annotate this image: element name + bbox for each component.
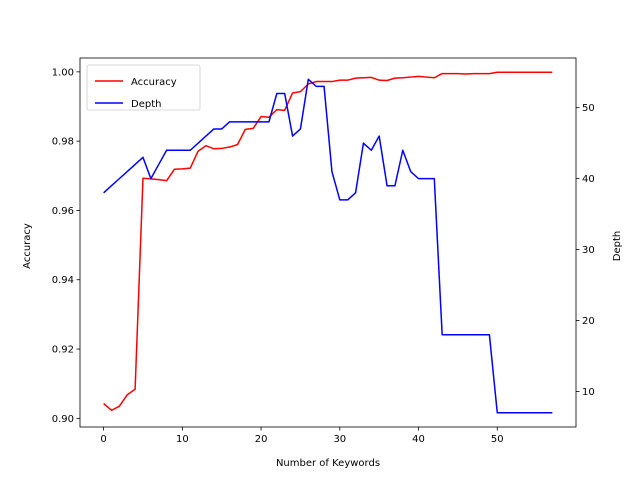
legend-label: Depth xyxy=(131,99,161,110)
series-line-depth xyxy=(103,78,553,414)
x-axis-label: Number of Keywords xyxy=(276,458,380,469)
plot-area xyxy=(79,57,577,428)
plot-frame xyxy=(79,57,577,428)
y-tick-label: 0.98 xyxy=(52,137,74,148)
x-axis: 0 10 20 30 40 50 xyxy=(100,427,504,445)
y-axis-left: 0.90 0.92 0.94 0.96 0.98 1.00 xyxy=(52,67,80,425)
y-axis-right: 10 20 30 40 50 xyxy=(576,103,595,398)
x-tick-label: 50 xyxy=(491,434,504,445)
x-tick-label: 40 xyxy=(412,434,425,445)
y-tick-label: 0.90 xyxy=(52,414,74,425)
x-tick-label: 10 xyxy=(176,434,189,445)
y2-tick-label: 20 xyxy=(582,316,595,327)
y2-axis-label: Depth xyxy=(612,231,623,261)
x-tick-label: 0 xyxy=(100,434,106,445)
y-axis-label: Accuracy xyxy=(22,223,33,269)
legend-label: Accuracy xyxy=(131,77,177,88)
legend: Accuracy Depth xyxy=(86,64,201,111)
y-tick-label: 0.94 xyxy=(52,275,74,286)
series-line-accuracy xyxy=(103,71,553,412)
y-tick-label: 0.96 xyxy=(52,206,74,217)
y-tick-label: 1.00 xyxy=(52,67,74,78)
x-tick-label: 20 xyxy=(255,434,268,445)
y2-tick-label: 30 xyxy=(582,245,595,256)
y2-tick-label: 40 xyxy=(582,174,595,185)
y2-tick-label: 10 xyxy=(582,387,595,398)
legend-box xyxy=(86,64,201,111)
y-tick-label: 0.92 xyxy=(52,345,74,356)
y2-tick-label: 50 xyxy=(582,103,595,114)
x-tick-label: 30 xyxy=(333,434,346,445)
